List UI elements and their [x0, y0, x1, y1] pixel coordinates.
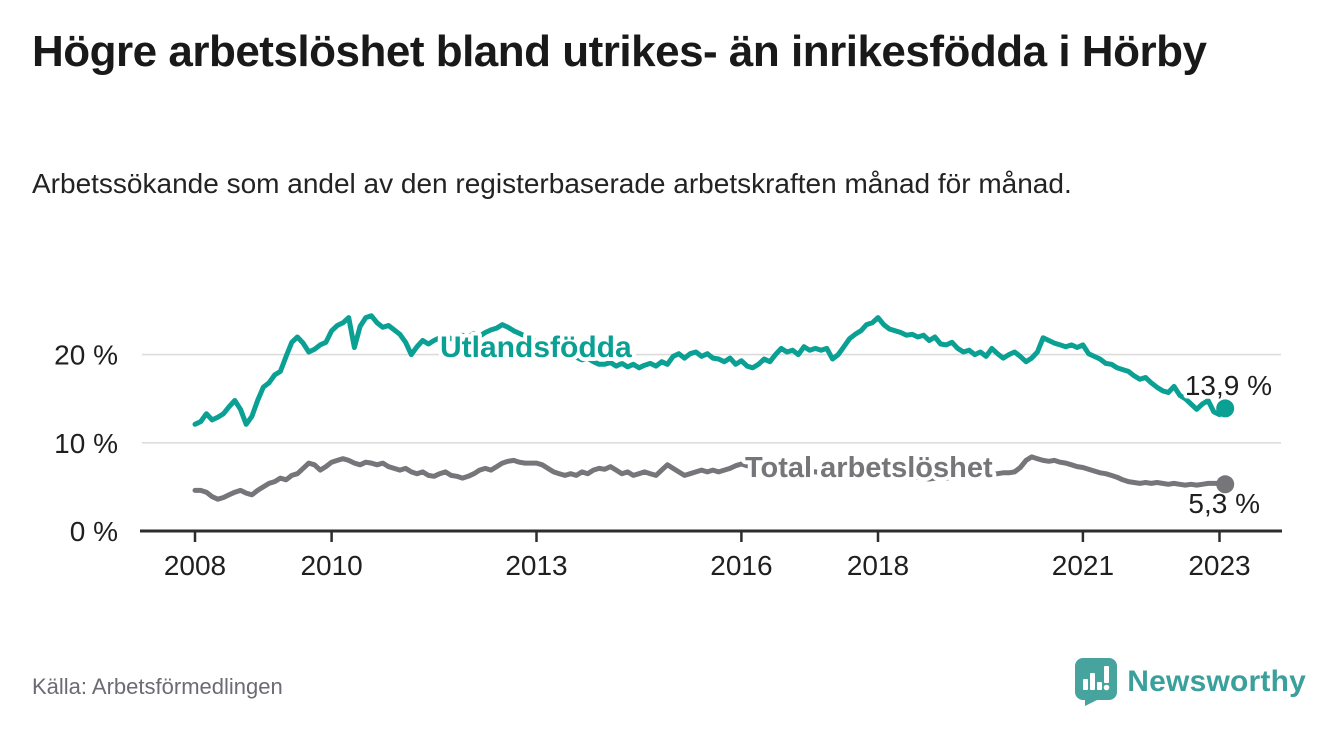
x-tick-label: 2018: [847, 550, 909, 581]
y-tick-label: 0 %: [70, 516, 118, 547]
x-tick-label: 2010: [300, 550, 362, 581]
chart-title: Högre arbetslöshet bland utrikes- än inr…: [32, 27, 1207, 76]
end-value-label-utlandsfodda: 13,9 %: [1185, 370, 1272, 401]
newsworthy-bubble-chart-icon: [1075, 658, 1118, 706]
line-chart: 2008 2010 2013 2016 2018 2021 2023 0 % 10 % 20 % U…: [0, 270, 1340, 620]
series-line-utlandsfodda: [192, 313, 1228, 427]
end-dot-utlandsfodda: [1216, 399, 1235, 418]
series-line-total: [192, 454, 1228, 502]
y-tick-label: 20 %: [54, 340, 118, 371]
y-tick-label: 10 %: [54, 428, 118, 459]
newsworthy-wordmark: Newsworthy: [1127, 665, 1306, 698]
chart-subtitle: Arbetssökande som andel av den registerb…: [32, 168, 1072, 199]
source-note: Källa: Arbetsförmedlingen: [32, 674, 283, 699]
series-label-total: Total arbetslöshet: [745, 452, 993, 484]
x-tick-label: 2008: [164, 550, 226, 581]
x-tick-label: 2013: [505, 550, 567, 581]
series-label-utlandsfodda: Utlandsfödda: [440, 331, 632, 364]
x-tick-label: 2021: [1052, 550, 1114, 581]
x-tick-label: 2016: [710, 550, 772, 581]
end-dot-total: [1216, 475, 1235, 494]
line-chart-canvas: 2008 2010 2013 2016 2018 2021 2023 0 % 10 % 20 % U…: [54, 313, 1282, 581]
newsworthy-logo[interactable]: Newsworthy: [1075, 658, 1306, 706]
x-tick-label: 2023: [1188, 550, 1250, 581]
